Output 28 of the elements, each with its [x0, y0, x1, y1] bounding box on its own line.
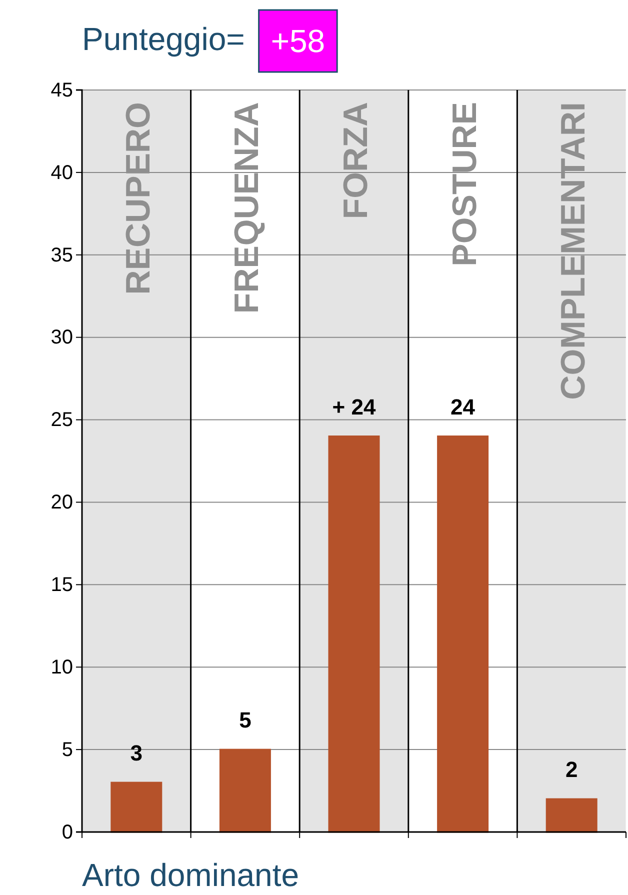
x-tick-label: POSTURE [446, 102, 484, 266]
y-tick-label: 15 [50, 574, 73, 596]
bar [110, 782, 162, 833]
chart-title: Punteggio= [82, 21, 245, 57]
x-axis-title: Arto dominante [82, 857, 300, 893]
bar [437, 436, 489, 833]
x-tick-label: RECUPERO [119, 102, 158, 295]
data-label: 2 [565, 757, 578, 782]
y-tick-label: 5 [62, 738, 73, 761]
y-tick-label: 40 [50, 162, 73, 184]
bar [328, 436, 380, 833]
data-label: + 24 [332, 394, 376, 420]
y-tick-label: 45 [50, 79, 73, 102]
y-tick-label: 10 [50, 656, 73, 679]
data-label: 5 [239, 708, 252, 733]
bar [219, 748, 271, 833]
x-tick-label: FORZA [337, 102, 375, 220]
data-label: 24 [450, 394, 476, 420]
x-tick-label: FREQUENZA [228, 102, 266, 314]
data-label: 3 [130, 740, 143, 766]
text: +58 [270, 23, 326, 59]
bar [546, 798, 598, 833]
y-tick-label: 25 [50, 409, 73, 432]
x-tick-label: COMPLEMENTARI [554, 102, 593, 400]
y-tick-label: 0 [62, 821, 73, 844]
y-tick-label: 20 [50, 492, 73, 514]
y-tick-label: 30 [50, 326, 73, 349]
y-tick-label: 35 [50, 244, 73, 266]
